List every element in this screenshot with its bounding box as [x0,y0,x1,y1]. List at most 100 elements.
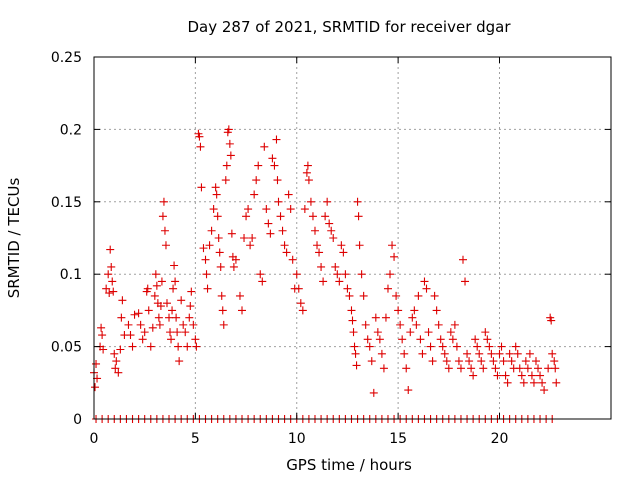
data-point [373,328,382,337]
data-point [394,306,403,315]
data-point [202,270,211,279]
data-point [191,335,200,344]
data-point [246,241,255,250]
data-point [354,212,363,221]
data-point [146,342,155,351]
data-point [333,270,342,279]
y-tick-label: 0.25 [51,50,82,66]
data-point [126,331,135,340]
data-point [551,364,560,373]
data-point [487,349,496,358]
data-point [278,226,287,235]
data-point [400,349,409,358]
data-point [154,313,163,322]
data-point [292,270,301,279]
data-point [294,284,303,293]
data-point [473,342,482,351]
data-point [183,342,192,351]
data-point [418,349,427,358]
data-point [148,323,157,332]
data-point [91,383,100,392]
data-point [552,378,561,387]
data-point [416,335,425,344]
data-point [298,306,307,315]
data-point [92,359,101,368]
data-point [371,313,380,322]
data-point [195,132,204,141]
data-point [201,255,210,264]
data-point [325,219,334,228]
data-point [238,306,247,315]
data-point [157,277,166,286]
data-point [217,291,226,300]
data-point [272,135,281,144]
data-point [444,364,453,373]
data-point [134,309,143,318]
data-point [440,349,449,358]
data-point [242,212,251,221]
data-point [402,364,411,373]
data-point [412,320,421,329]
data-point [160,226,169,235]
data-point [531,357,540,366]
data-point [523,364,532,373]
data-point [173,328,182,337]
data-point [218,306,227,315]
data-point [434,320,443,329]
data-point [475,349,484,358]
data-point [489,357,498,366]
data-point [174,342,183,351]
data-point [303,161,312,170]
data-point [521,357,530,366]
data-point [108,277,117,286]
data-point [158,212,167,221]
data-point [229,262,238,271]
data-point [438,342,447,351]
data-point [422,284,431,293]
data-point [461,277,470,286]
data-point [536,371,545,380]
data-point [284,190,293,199]
data-point [136,320,145,329]
data-point [430,291,439,300]
data-point [256,270,265,279]
data-point [454,357,463,366]
data-point [410,306,419,315]
data-point [280,241,289,250]
data-point [105,289,114,298]
data-point [495,349,504,358]
data-point [240,234,249,242]
data-point [118,296,127,305]
data-point [383,284,392,293]
data-point [471,335,480,344]
data-point [165,313,174,322]
data-point [507,357,516,366]
data-point [216,262,225,271]
data-point [483,335,492,344]
x-tick-label: 5 [191,431,200,447]
data-point [252,176,261,185]
data-point [493,371,502,380]
data-point [175,357,184,366]
data-point [345,291,354,300]
data-point [527,371,536,380]
data-point [321,212,330,221]
data-point [231,255,240,264]
data-point [179,320,188,329]
data-point [386,270,395,279]
data-point [186,302,195,311]
data-point [244,205,253,214]
data-point [319,277,328,286]
data-point [442,357,451,366]
x-tick-label: 10 [288,431,306,447]
data-point [404,386,413,395]
data-point [432,306,441,315]
data-point [270,161,279,170]
data-point [225,139,234,148]
data-point [349,328,358,337]
data-point [197,183,206,192]
data-point [547,316,556,325]
data-point [168,306,177,315]
plot-frame [93,56,612,420]
